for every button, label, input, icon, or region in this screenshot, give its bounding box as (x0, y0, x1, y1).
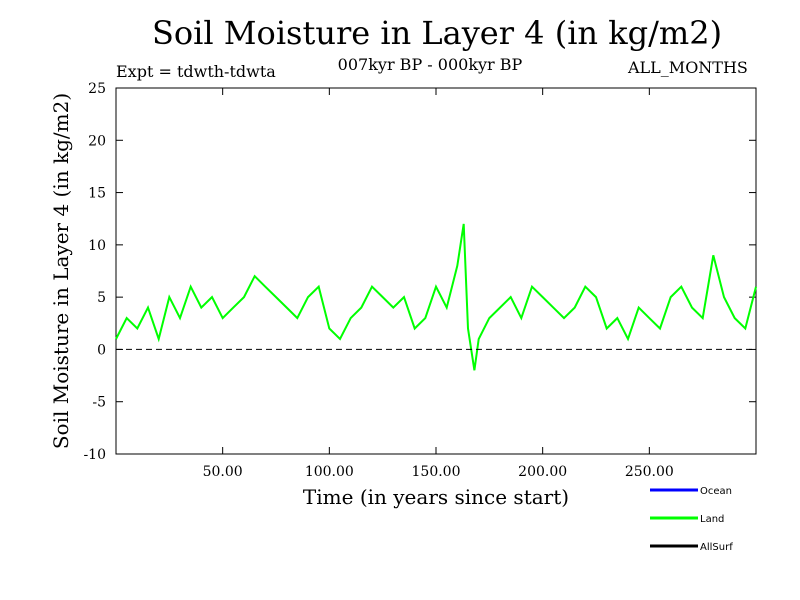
y-tick-label: 5 (97, 290, 106, 306)
period-label: 007kyr BP - 000kyr BP (337, 55, 523, 74)
y-tick-label: 15 (88, 186, 106, 202)
series-layer (115, 223, 757, 371)
y-tick-label: -10 (83, 447, 106, 463)
legend-label: Land (700, 514, 724, 525)
y-tick-label: 20 (88, 133, 106, 149)
y-tick-label: 25 (88, 81, 106, 97)
experiment-label: Expt = tdwth-tdwta (116, 62, 276, 81)
axis-ticks: 50.00 100.00 150.00 200.00 250.00 -10 -5 0 5 10 15… (83, 81, 756, 480)
x-tick-label: 100.00 (305, 464, 354, 480)
y-tick-label: -5 (92, 395, 106, 411)
legend: Ocean Land AllSurf (650, 486, 733, 553)
legend-label: AllSurf (700, 542, 733, 553)
x-tick-label: 150.00 (412, 464, 461, 480)
legend-label: Ocean (700, 486, 732, 497)
series-line-land (115, 223, 757, 371)
x-tick-label: 250.00 (625, 464, 674, 480)
plot-frame (115, 87, 757, 455)
y-tick-label: 0 (97, 342, 106, 358)
x-tick-label: 50.00 (203, 464, 243, 480)
chart-title: Soil Moisture in Layer 4 (in kg/m2) (151, 14, 723, 52)
x-axis-label: Time (in years since start) (303, 485, 569, 509)
y-tick-label: 10 (88, 238, 106, 254)
x-tick-label: 200.00 (518, 464, 567, 480)
y-axis-label: Soil Moisture in Layer 4 (in kg/m2) (49, 93, 73, 449)
months-label: ALL_MONTHS (628, 58, 748, 77)
